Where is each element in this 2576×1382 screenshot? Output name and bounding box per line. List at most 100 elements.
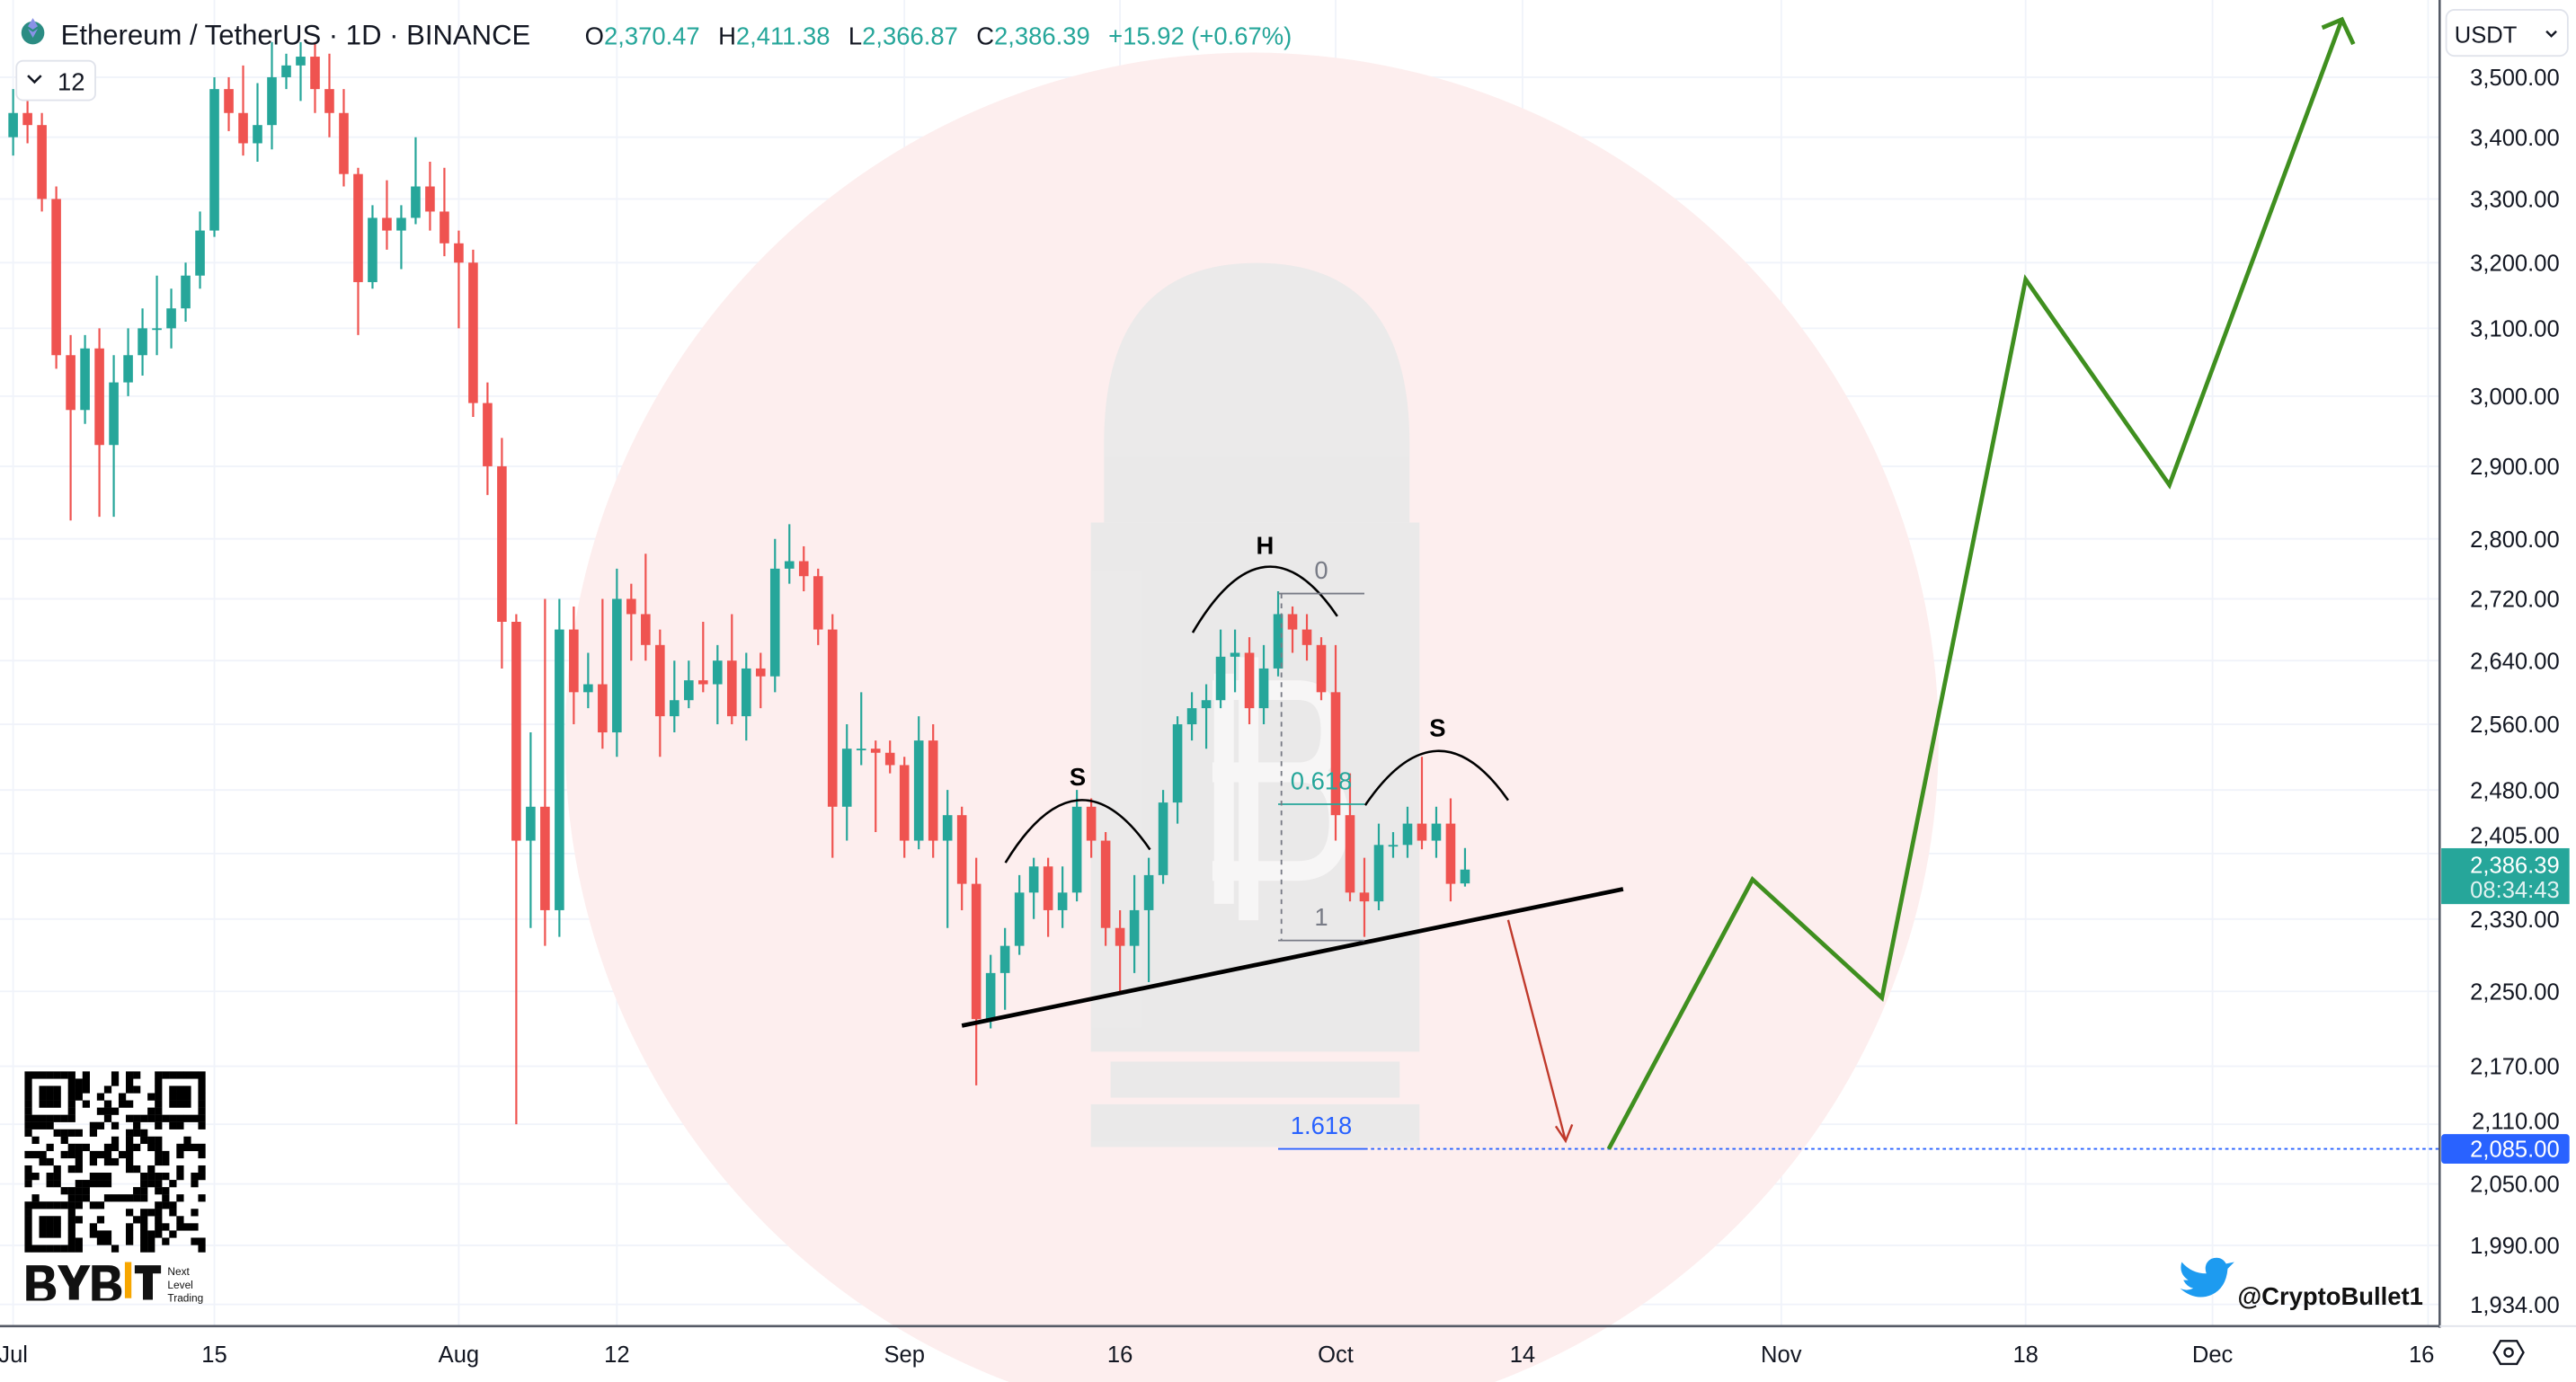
candle-body: [454, 243, 464, 263]
candle: [1258, 644, 1269, 725]
candle: [913, 716, 924, 850]
price-tick-label: 3,500.00: [2470, 66, 2560, 91]
candle-body: [1258, 668, 1269, 709]
candle: [1388, 832, 1399, 858]
candle-body: [324, 89, 334, 113]
candle: [1417, 757, 1427, 850]
candle: [22, 94, 32, 144]
time-tick-label: 14: [1510, 1342, 1535, 1368]
price-tick-label: 2,720.00: [2470, 588, 2560, 613]
candle-body: [971, 883, 982, 1020]
candle: [1460, 847, 1470, 887]
candle-body: [497, 465, 507, 623]
pattern-arc[interactable]: [1004, 799, 1151, 864]
price-tick-label: 2,110.00: [2472, 1110, 2560, 1135]
price-tick-label: 1,990.00: [2470, 1234, 2560, 1259]
candle: [123, 328, 133, 396]
candle: [66, 334, 76, 521]
candle-body: [152, 328, 162, 331]
candle-body: [80, 348, 90, 411]
bitcoin-icon: [1212, 657, 1349, 921]
candle-body: [1431, 823, 1442, 841]
candle: [166, 288, 176, 349]
price-tick-label: 3,400.00: [2470, 126, 2560, 151]
candle-body: [224, 89, 234, 113]
candle-body: [296, 57, 306, 66]
candle: [1129, 874, 1140, 973]
candle-body: [94, 348, 104, 446]
candle-body: [339, 112, 349, 174]
candle-body: [368, 217, 378, 282]
down-arrow[interactable]: [1506, 919, 1568, 1142]
candle: [1431, 806, 1442, 858]
candle-body: [698, 680, 708, 685]
candle: [267, 41, 277, 150]
candle: [612, 568, 622, 757]
arrowhead-icon: [1554, 1124, 1574, 1144]
candle: [310, 41, 320, 113]
candle-body: [726, 660, 737, 717]
price-tick-label: 1,934.00: [2470, 1293, 2560, 1318]
candle-body: [612, 598, 622, 733]
candle-body: [1301, 629, 1312, 645]
candle-body: [1273, 614, 1284, 669]
candle: [670, 660, 680, 733]
candle-body: [1186, 708, 1197, 725]
candle-body: [396, 217, 406, 231]
pattern-arc[interactable]: [1364, 749, 1509, 806]
candle-body: [1028, 866, 1039, 893]
candle: [411, 137, 421, 225]
candle: [209, 76, 219, 237]
chart-settings-button[interactable]: [2492, 1340, 2525, 1366]
price-tick-label: 3,300.00: [2470, 188, 2560, 213]
qr-code: [24, 1071, 206, 1253]
candle: [1244, 637, 1255, 725]
indicators-toggle-button[interactable]: 12: [15, 59, 96, 102]
fib-level-label: 0: [1314, 556, 1328, 584]
price-axis[interactable]: [2439, 0, 2576, 1328]
candle: [598, 598, 608, 749]
candle: [1057, 866, 1068, 928]
candle: [152, 275, 162, 356]
price-tick-label: 2,480.00: [2470, 778, 2560, 803]
candle-body: [1043, 866, 1053, 910]
candle-body: [1115, 927, 1125, 946]
candle-body: [440, 211, 449, 244]
candle: [454, 230, 464, 329]
candle-body: [1100, 840, 1111, 928]
candle-body: [281, 65, 291, 77]
candle-body: [526, 806, 536, 841]
candle-body: [411, 186, 421, 218]
candle: [109, 355, 119, 518]
symbol-header[interactable]: Ethereum / TetherUS · 1D · BINANCE O2,37…: [15, 18, 1292, 102]
candle: [870, 740, 881, 833]
candle-body: [8, 112, 18, 137]
candle-body: [1129, 909, 1140, 946]
candle: [1086, 798, 1097, 858]
price-tick-label: 2,405.00: [2470, 823, 2560, 848]
candle-body: [583, 684, 593, 693]
bybit-logo: Next Level Trading: [26, 1262, 203, 1304]
candle-body: [468, 262, 478, 403]
candle-body: [813, 576, 823, 630]
candle: [583, 652, 593, 709]
currency-selector[interactable]: USDT: [2445, 9, 2569, 58]
candle-body: [1402, 823, 1413, 846]
candle: [555, 598, 564, 937]
time-axis[interactable]: Jul 15 Aug 12 Sep 16 Oct 14 Nov 18 Dec 16: [0, 1342, 2434, 1368]
candle-body: [166, 308, 176, 329]
candle-body: [310, 57, 320, 90]
projection-path[interactable]: [1606, 18, 2344, 1150]
candle-body: [209, 89, 219, 231]
candle: [497, 438, 507, 669]
candle: [899, 757, 910, 858]
tagline-line: Trading: [167, 1291, 203, 1304]
candle-body: [856, 749, 866, 751]
price-tick-label: 2,560.00: [2470, 713, 2560, 738]
candle-body: [598, 684, 608, 733]
candle: [784, 524, 795, 584]
candle: [1373, 823, 1384, 910]
neckline[interactable]: [961, 887, 1624, 1028]
candle-body: [841, 749, 852, 807]
